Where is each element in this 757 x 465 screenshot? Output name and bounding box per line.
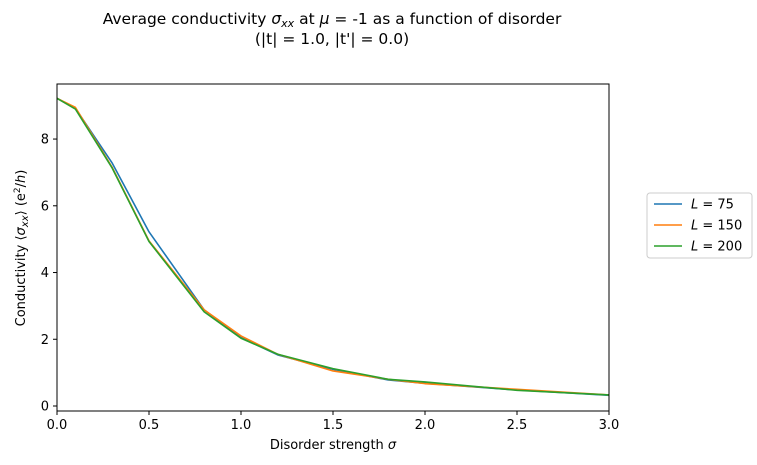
legend: L = 75 L = 150 L = 200 [646,192,753,259]
x-tick-label: 2.0 [415,418,436,433]
series-line-3 [56,97,610,396]
legend-label-3: L = 200 [691,240,742,255]
x-axis-label: Disorder strength σ [270,438,397,453]
y-axis-ticks: 0 2 4 6 8 [41,133,57,414]
y-tick-label: 4 [41,266,49,281]
chart-title-line-2: (|t| = 1.0, |t'| = 0.0) [255,30,409,48]
plot-area [56,83,610,412]
legend-label-2: L = 150 [691,219,742,234]
y-tick-label: 2 [41,333,49,348]
y-axis-label: Conductivity ⟨σxx⟩ (e2/h) [13,170,31,327]
x-tick-label: 0.5 [139,418,160,433]
x-tick-label: 1.0 [231,418,252,433]
y-tick-label: 8 [41,133,49,148]
chart-title-line-1: Average conductivity σxx at μ = -1 as a … [103,10,562,30]
series-line-2 [56,97,610,396]
legend-label-1: L = 75 [691,198,734,213]
legend-box [646,192,753,259]
axes-frame [56,83,610,412]
x-tick-label: 2.5 [507,418,528,433]
x-tick-label: 3.0 [599,418,620,433]
series-line-1 [56,97,610,397]
x-tick-label: 0.0 [47,418,68,433]
x-axis-ticks: 0.0 0.5 1.0 1.5 2.0 2.5 3.0 [47,411,620,433]
x-tick-label: 1.5 [323,418,344,433]
y-tick-label: 0 [41,399,49,414]
y-tick-label: 6 [41,199,49,214]
